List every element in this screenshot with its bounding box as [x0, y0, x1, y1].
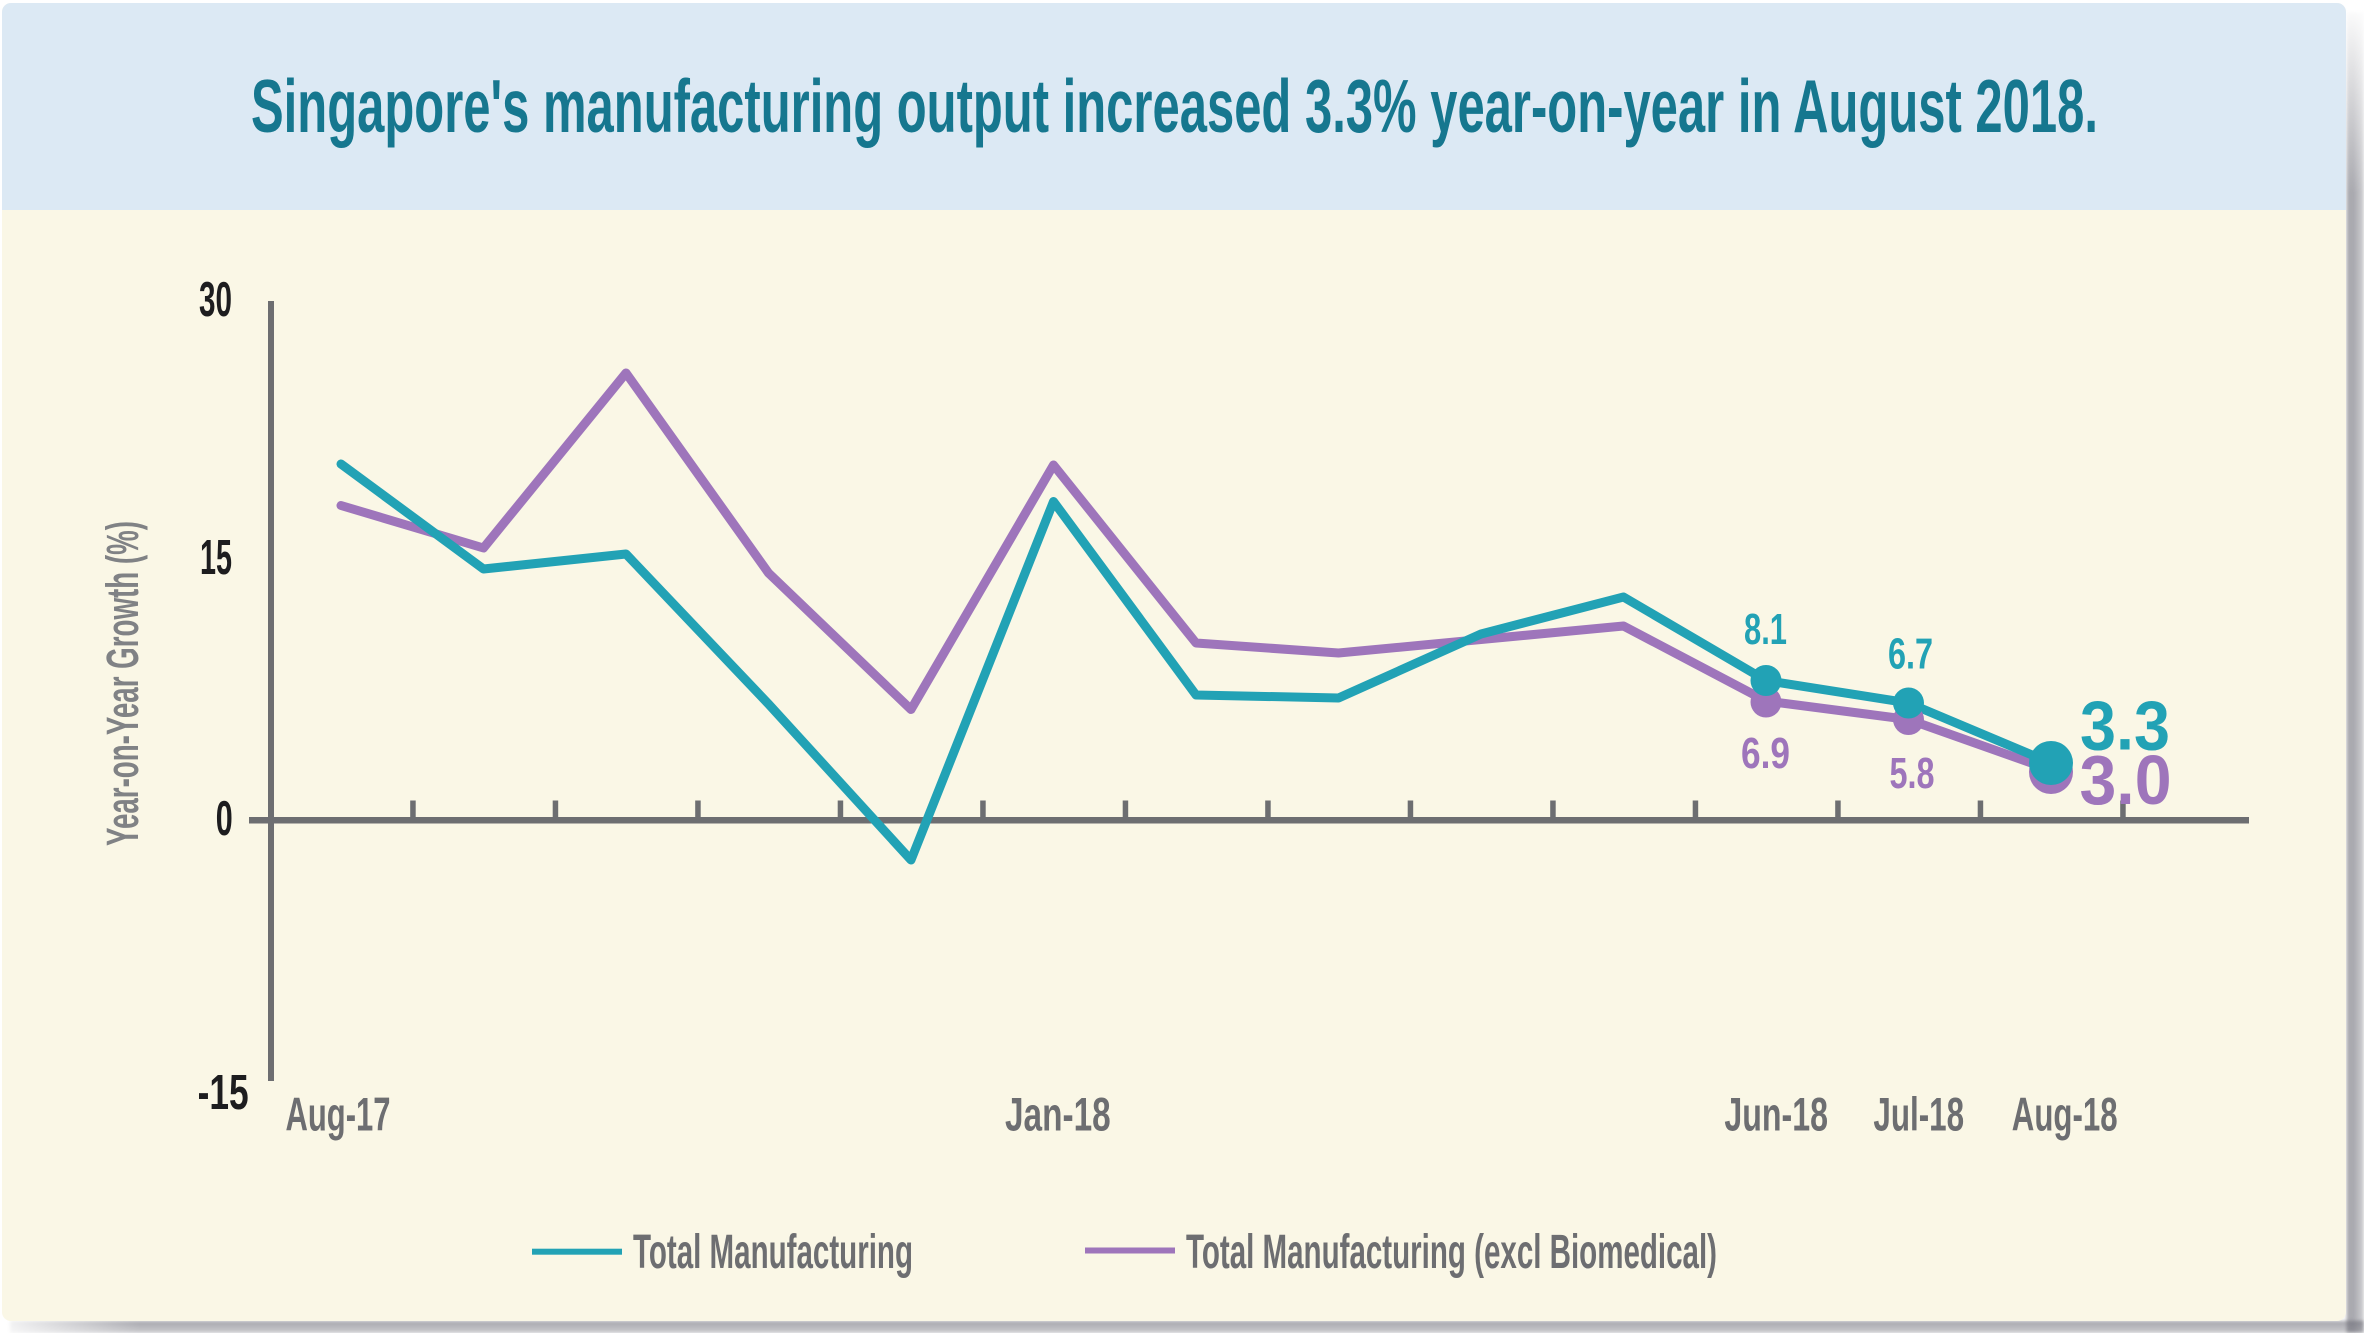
svg-text:Singapore's manufacturing outp: Singapore's manufacturing output increas…: [251, 64, 2098, 148]
svg-text:Year-on-Year Growth (%): Year-on-Year Growth (%): [97, 521, 148, 846]
svg-text:0: 0: [216, 792, 233, 846]
svg-text:Aug-18: Aug-18: [2012, 1089, 2118, 1142]
svg-text:Jan-18: Jan-18: [1005, 1089, 1111, 1142]
svg-text:Aug-17: Aug-17: [286, 1089, 391, 1142]
svg-text:3.3: 3.3: [2080, 686, 2170, 764]
svg-text:30: 30: [199, 273, 232, 327]
svg-text:Total Manufacturing (excl Biom: Total Manufacturing (excl Biomedical): [1186, 1226, 1717, 1279]
svg-text:5.8: 5.8: [1890, 749, 1935, 798]
svg-text:8.1: 8.1: [1744, 605, 1787, 654]
svg-text:Total Manufacturing: Total Manufacturing: [633, 1226, 913, 1279]
svg-text:Jun-18: Jun-18: [1724, 1089, 1828, 1142]
svg-text:-15: -15: [198, 1066, 249, 1120]
svg-text:6.9: 6.9: [1741, 729, 1790, 778]
svg-text:3.0: 3.0: [2080, 741, 2172, 819]
svg-text:15: 15: [200, 531, 232, 585]
svg-text:6.7: 6.7: [1888, 630, 1933, 679]
svg-text:Jul-18: Jul-18: [1873, 1089, 1964, 1142]
